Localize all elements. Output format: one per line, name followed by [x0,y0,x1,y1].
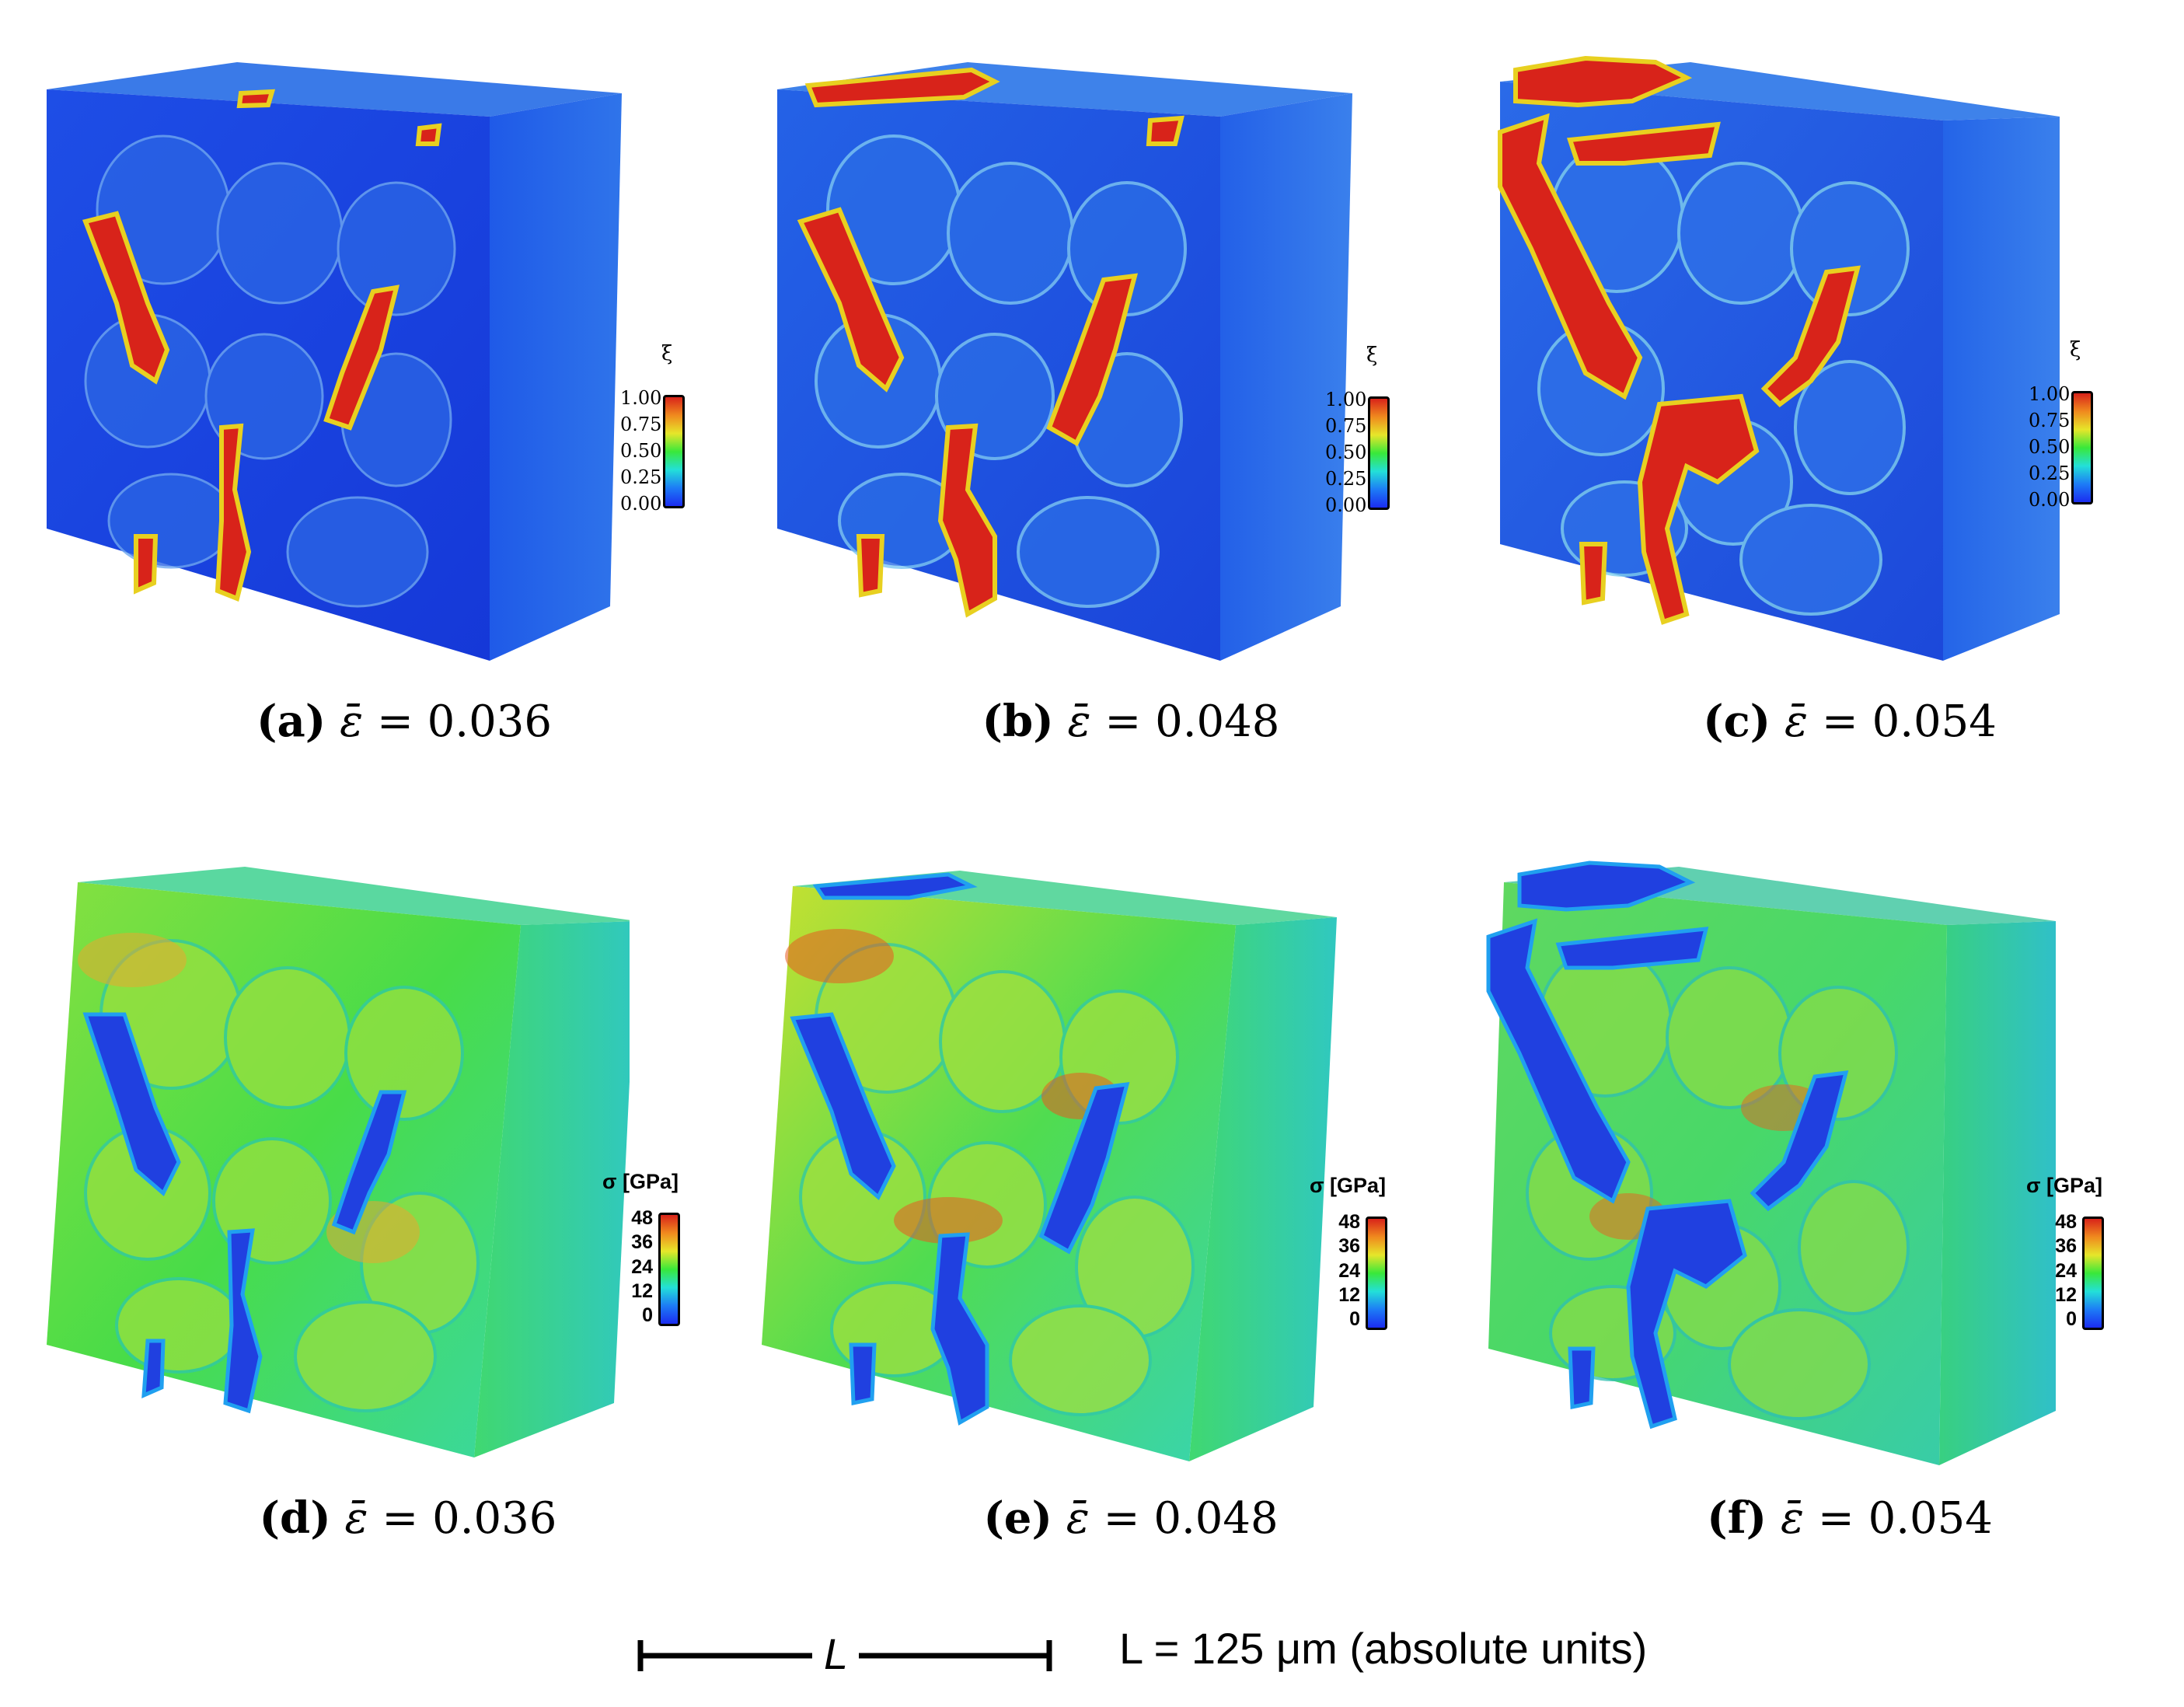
colorbar-xi: ξ 1.00 0.75 0.50 0.25 0.00 [620,342,698,567]
colorbar-sigma: σ [GPa] 48 36 24 12 0 [602,1170,711,1372]
scale-bar: L [637,1628,1057,1683]
panel-b: ξ 1.00 0.75 0.50 0.25 0.00 [762,54,1430,676]
cube-render-stress-field [762,871,1337,1461]
colorbar-gradient [2071,391,2093,504]
panel-d: σ [GPa] 48 36 24 12 0 [39,859,707,1481]
tick-label: 0.50 [2029,436,2071,458]
caption-c: (c) ε̄ = 0.054 [1617,696,2083,747]
scale-bar-label: L [824,1629,849,1678]
tick-label: 0.50 [620,440,662,462]
tick-label: 12 [631,1279,653,1302]
strain-symbol: ε̄ [1066,1493,1090,1544]
caption-f: (f) ε̄ = 0.054 [1617,1492,2083,1544]
strain-symbol: ε̄ [344,1493,368,1544]
panel-label: (a) [256,696,326,747]
colorbar-title: σ [GPa] [2026,1174,2102,1197]
caption-a: (a) ε̄ = 0.036 [171,696,637,747]
colorbar-title: ξ [2070,338,2081,361]
colorbar-gradient [663,395,685,508]
colorbar-gradient [658,1213,680,1326]
colorbar-title: ξ [1366,344,1378,367]
tick-label: 0 [642,1304,653,1326]
panel-c: ξ 1.00 0.75 0.50 0.25 0.00 [1484,47,2153,676]
strain-value: = 0.036 [382,1493,557,1544]
tick-label: 12 [2055,1283,2077,1306]
colorbar-title: σ [GPa] [602,1170,679,1193]
tick-label: 0.75 [1325,415,1367,437]
strain-symbol: ε̄ [340,696,364,747]
colorbar-ticks: 1.00 0.75 0.50 0.25 0.00 [1325,389,1367,516]
colorbar-title: σ [GPa] [1310,1174,1386,1197]
tick-label: 0.00 [1325,494,1367,516]
panel-label: (d) [259,1492,331,1544]
caption-b: (b) ε̄ = 0.048 [898,696,1364,747]
colorbar-ticks: 48 36 24 12 0 [2046,1213,2077,1329]
caption-e: (e) ε̄ = 0.048 [898,1492,1364,1544]
panel-label: (b) [982,696,1054,747]
panel-e: σ [GPa] 48 36 24 12 0 [754,863,1422,1485]
tick-label: 0.75 [620,414,662,435]
colorbar-sigma: σ [GPa] 48 36 24 12 0 [1310,1174,1418,1376]
caption-d: (d) ε̄ = 0.036 [175,1492,641,1544]
cube-render-phase-field [47,62,622,661]
tick-label: 24 [2055,1259,2077,1282]
tick-label: 0.25 [620,466,662,488]
tick-label: 48 [1338,1211,1360,1233]
colorbar-xi: ξ 1.00 0.75 0.50 0.25 0.00 [2029,338,2106,564]
strain-value: = 0.054 [1817,1493,1993,1544]
tick-label: 48 [2055,1211,2077,1233]
tick-label: 1.00 [2029,383,2071,405]
colorbar-ticks: 48 36 24 12 0 [622,1209,653,1325]
tick-label: 0.00 [2029,489,2071,511]
colorbar-sigma: σ [GPa] 48 36 24 12 0 [2026,1174,2135,1376]
strain-symbol: ε̄ [1784,696,1809,747]
strain-value: = 0.054 [1821,696,1997,747]
colorbar-gradient [2082,1217,2104,1330]
strain-symbol: ε̄ [1067,696,1091,747]
colorbar-ticks: 1.00 0.75 0.50 0.25 0.00 [620,387,662,515]
tick-label: 0.50 [1325,442,1367,463]
tick-label: 12 [1338,1283,1360,1306]
panel-a: ξ 1.00 0.75 0.50 0.25 0.00 [31,54,700,676]
strain-value: = 0.048 [1103,1493,1279,1544]
tick-label: 0 [1349,1308,1360,1330]
colorbar-gradient [1368,396,1390,510]
tick-label: 24 [1338,1259,1360,1282]
tick-label: 1.00 [620,387,662,409]
colorbar-gradient [1366,1217,1387,1330]
strain-value: = 0.036 [376,696,552,747]
scale-bar-line [637,1640,1052,1671]
tick-label: 0 [2066,1308,2077,1330]
cube-render-phase-field [777,62,1352,661]
panel-label: (c) [1703,696,1771,747]
tick-label: 0.00 [620,493,662,515]
panel-label: (e) [983,1492,1052,1544]
panel-f: σ [GPa] 48 36 24 12 0 [1473,851,2157,1481]
cube-render-phase-field [1498,55,2060,661]
colorbar-ticks: 1.00 0.75 0.50 0.25 0.00 [2029,383,2071,511]
cube-render-stress-field [47,867,630,1457]
tick-label: 48 [631,1207,653,1229]
tick-label: 1.00 [1325,389,1367,410]
cube-render-stress-field [1486,860,2056,1465]
tick-label: 36 [631,1231,653,1254]
tick-label: 36 [1338,1235,1360,1258]
scale-note: L = 125 μm (absolute units) [1119,1624,1648,1673]
tick-label: 0.25 [2029,463,2071,484]
colorbar-title: ξ [661,342,673,365]
tick-label: 36 [2055,1235,2077,1258]
tick-label: 0.75 [2029,410,2071,431]
colorbar-xi: ξ 1.00 0.75 0.50 0.25 0.00 [1325,344,1403,569]
colorbar-ticks: 48 36 24 12 0 [1329,1213,1360,1329]
strain-symbol: ε̄ [1780,1493,1805,1544]
tick-label: 24 [631,1255,653,1278]
strain-value: = 0.048 [1104,696,1280,747]
tick-label: 0.25 [1325,468,1367,490]
panel-label: (f) [1707,1492,1767,1544]
